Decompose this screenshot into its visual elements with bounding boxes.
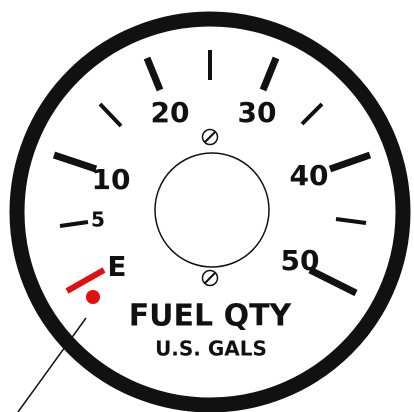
scale-ticks xyxy=(52,50,372,297)
scale-label: 20 xyxy=(151,96,190,129)
scale-label: 50 xyxy=(281,244,320,277)
pointer-line xyxy=(17,317,87,412)
screw xyxy=(201,269,219,287)
scale-label: 10 xyxy=(92,163,131,196)
gauge-unit: U.S. GALS xyxy=(155,337,267,361)
gauge-title: FUEL QTY xyxy=(129,299,293,334)
screw xyxy=(201,128,219,146)
empty-mark xyxy=(65,267,106,294)
scale-label: E xyxy=(107,250,126,283)
center-hole xyxy=(154,152,270,268)
scale-label: 30 xyxy=(238,96,277,129)
red-dot xyxy=(86,290,100,304)
scale-label: 5 xyxy=(91,208,105,232)
scale-label: 40 xyxy=(290,159,329,192)
